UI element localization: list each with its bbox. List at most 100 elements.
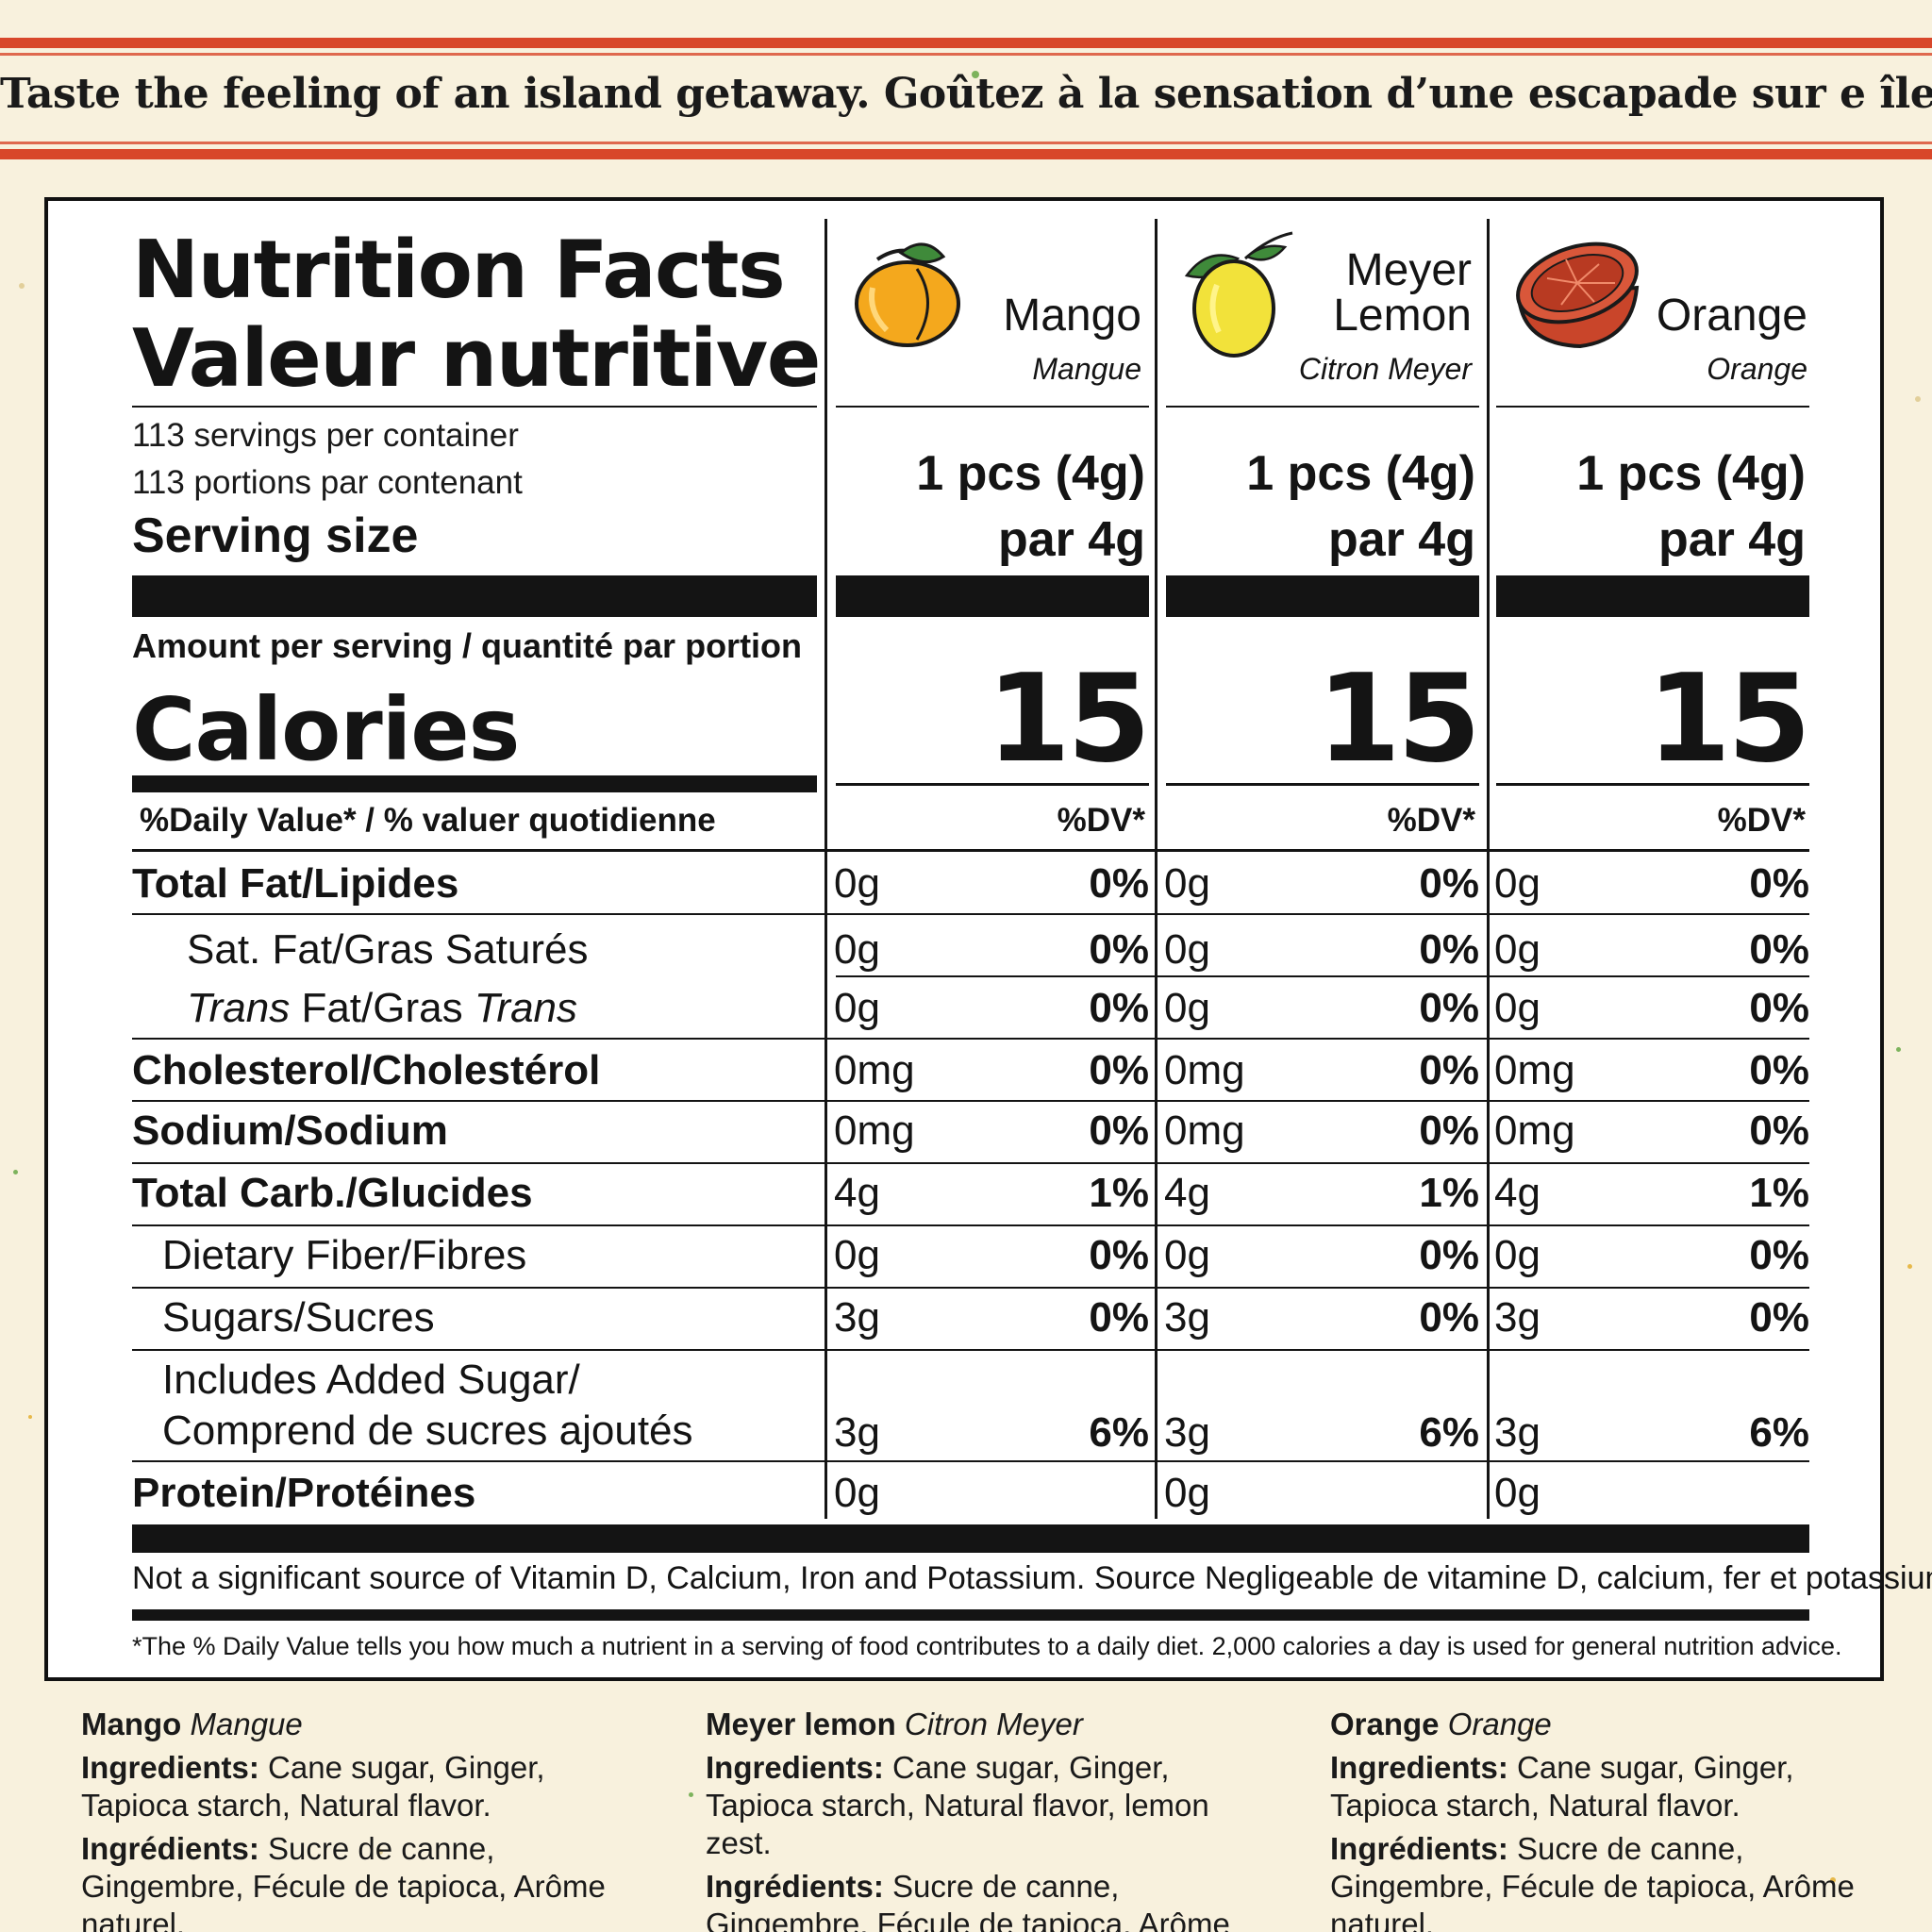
title-en: Nutrition Facts (132, 224, 786, 317)
nutrient-amount-orange: 0g (1494, 860, 1541, 907)
nutrient-amount-lemon: 0g (1164, 1232, 1210, 1278)
ingredient-text-en: Cane sugar, Ginger, Tapioca starch, Natu… (81, 1750, 545, 1823)
calories-label: Calories (132, 679, 520, 780)
thick-divider (836, 575, 1149, 617)
ingredient-flavor: Mango (81, 1707, 182, 1741)
nutrient-dv-mango: 0% (1089, 1108, 1149, 1154)
nutrient-dv-orange: 6% (1749, 1409, 1809, 1456)
ingredient-flavor: Orange (1330, 1707, 1440, 1741)
header-divider (836, 406, 1149, 408)
nutrient-label-cholesterol: Cholesterol/Cholestérol (132, 1047, 601, 1093)
title-fr: Valeur nutritive (132, 312, 821, 406)
flavor-name-mango: Mango (1003, 291, 1141, 341)
nutrient-amount-lemon: 0g (1164, 926, 1210, 973)
nutrient-amount-mango: 0g (834, 1232, 880, 1278)
nutrient-dv-lemon: 0% (1419, 1047, 1479, 1093)
amount-per-serving: Amount per serving / quantité par portio… (132, 626, 803, 665)
column-divider (824, 219, 827, 1519)
nutrient-label-trans-fat: Trans Fat/Gras Trans (187, 985, 577, 1032)
flavor-name-fr-orange: Orange (1707, 352, 1807, 386)
dv-header-lemon: %DV* (1387, 802, 1475, 839)
serving-size-lemon: 1 pcs (4g) (1246, 446, 1475, 501)
nutrient-amount-orange: 3g (1494, 1294, 1541, 1341)
nutrient-dv-mango: 0% (1089, 926, 1149, 973)
nutrient-amount-lemon: 3g (1164, 1294, 1210, 1341)
nutrient-dv-mango: 0% (1089, 1294, 1149, 1341)
nutrient-label-total-fat: Total Fat/Lipides (132, 860, 459, 907)
calories-divider (1166, 783, 1479, 786)
serving-size-fr-lemon: par 4g (1327, 512, 1475, 567)
nutrient-label-protein: Protein/Protéines (132, 1470, 476, 1516)
serving-size-label: Serving size (132, 508, 419, 563)
nutrient-amount-lemon: 0g (1164, 1470, 1210, 1516)
nutrient-amount-orange: 4g (1494, 1170, 1541, 1216)
nutrient-dv-mango: 0% (1089, 860, 1149, 907)
ingredient-flavor-fr: Orange (1447, 1707, 1552, 1741)
nutrient-amount-orange: 0g (1494, 926, 1541, 973)
row-divider (132, 1162, 1809, 1164)
top-red-stripe-thin (0, 53, 1932, 56)
flavor-name-orange: Orange (1656, 291, 1807, 341)
nutrient-dv-orange: 0% (1749, 1047, 1809, 1093)
ingredients-lemon: Meyer lemon Citron Meyer Ingredients: Ca… (706, 1706, 1272, 1932)
column-divider (1155, 219, 1158, 1519)
ingredient-text-fr: Sucre de canne, Gingembre, Fécule de tap… (706, 1869, 1230, 1932)
top-red-stripe (0, 38, 1932, 48)
flavor-name-lemon-line1: Meyer (1345, 245, 1472, 295)
nutrient-amount-mango: 0mg (834, 1108, 915, 1154)
column-divider (1487, 219, 1490, 1519)
thick-divider (132, 575, 817, 617)
nutrient-dv-mango: 0% (1089, 1047, 1149, 1093)
trans-mid: Fat/Gras (290, 985, 475, 1031)
nutrient-amount-mango: 0g (834, 926, 880, 973)
ingredient-flavor-fr: Mangue (190, 1707, 303, 1741)
trans-italic-fr: Trans (474, 985, 578, 1031)
nutrient-amount-orange: 0g (1494, 985, 1541, 1031)
mango-icon (855, 242, 960, 347)
tagline: Taste the feeling of an island getaway. … (0, 70, 1932, 118)
nutrient-dv-lemon: 1% (1419, 1170, 1479, 1216)
dv-header-mango: %DV* (1057, 802, 1145, 839)
nutrient-amount-mango: 4g (834, 1170, 880, 1216)
nutrient-dv-orange: 0% (1749, 1232, 1809, 1278)
nutrient-dv-orange: 0% (1749, 926, 1809, 973)
header-divider (1496, 406, 1809, 408)
ingredient-label-fr: Ingrédients: (706, 1869, 884, 1904)
nutrient-amount-orange: 0mg (1494, 1047, 1575, 1093)
nutrient-label-added-sugar-fr: Comprend de sucres ajoutés (162, 1407, 693, 1454)
row-divider (132, 1460, 1809, 1462)
nutrient-label-added-sugar: Includes Added Sugar/ (162, 1357, 580, 1403)
ingredient-text-en: Cane sugar, Ginger, Tapioca starch, Natu… (706, 1750, 1209, 1860)
dv-divider (132, 849, 1809, 852)
nutrition-facts-title: Nutrition Facts Valeur nutritive (132, 226, 830, 404)
footnote-divider (132, 1609, 1809, 1621)
ingredient-text-fr: Sucre de canne, Gingembre, Fécule de tap… (81, 1831, 606, 1932)
nutrient-label-sat-fat: Sat. Fat/Gras Saturés (187, 926, 589, 973)
flavor-name-lemon-line2: Lemon (1333, 291, 1472, 341)
daily-value-label: %Daily Value* / % valuer quotidienne (140, 802, 716, 839)
nutrient-dv-orange: 0% (1749, 985, 1809, 1031)
row-divider (132, 913, 1809, 915)
nutrient-label-sodium: Sodium/Sodium (132, 1108, 448, 1154)
nutrient-amount-mango: 0mg (834, 1047, 915, 1093)
nutrient-dv-orange: 0% (1749, 1108, 1809, 1154)
flavor-name-fr-lemon: Citron Meyer (1298, 352, 1472, 386)
nutrient-label-fiber: Dietary Fiber/Fibres (162, 1232, 527, 1278)
ingredient-label-en: Ingredients: (706, 1750, 884, 1785)
ingredient-text-en: Cane sugar, Ginger, Tapioca starch, Natu… (1330, 1750, 1794, 1823)
row-divider (132, 1287, 1809, 1289)
thick-bottom-bar (132, 1524, 1809, 1553)
ingredient-flavor: Meyer lemon (706, 1707, 896, 1741)
row-divider (132, 1100, 1809, 1102)
calories-orange: 15 (1646, 649, 1811, 790)
ingredient-label-en: Ingredients: (81, 1750, 259, 1785)
nutrient-amount-mango: 0g (834, 1470, 880, 1516)
ingredient-label-en: Ingredients: (1330, 1750, 1508, 1785)
nutrient-amount-orange: 0g (1494, 1470, 1541, 1516)
nutrient-dv-lemon: 0% (1419, 860, 1479, 907)
calories-divider (132, 775, 817, 792)
nutrient-dv-mango: 6% (1089, 1409, 1149, 1456)
lemon-icon (1184, 231, 1293, 358)
dv-header-orange: %DV* (1717, 802, 1806, 839)
nutrient-amount-orange: 0mg (1494, 1108, 1575, 1154)
